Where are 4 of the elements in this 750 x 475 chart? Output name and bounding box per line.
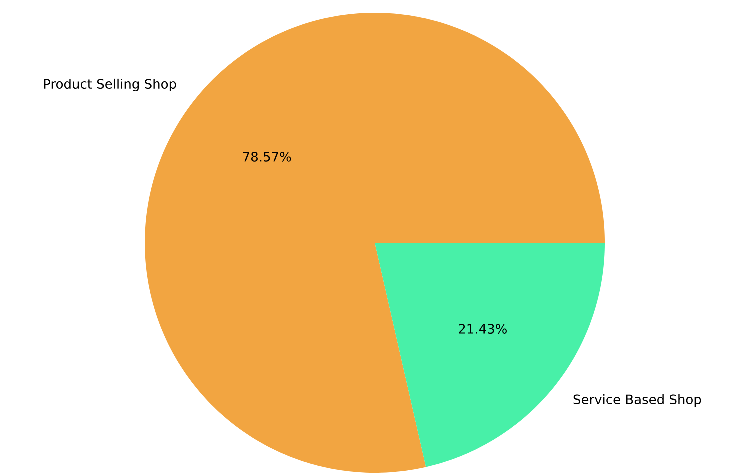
data-label: 21.43% [459, 324, 507, 334]
data-label: 78.57% [243, 152, 292, 162]
slice-label: Service Based Shop [574, 394, 702, 408]
slice-label: Product Selling Shop [44, 78, 176, 92]
